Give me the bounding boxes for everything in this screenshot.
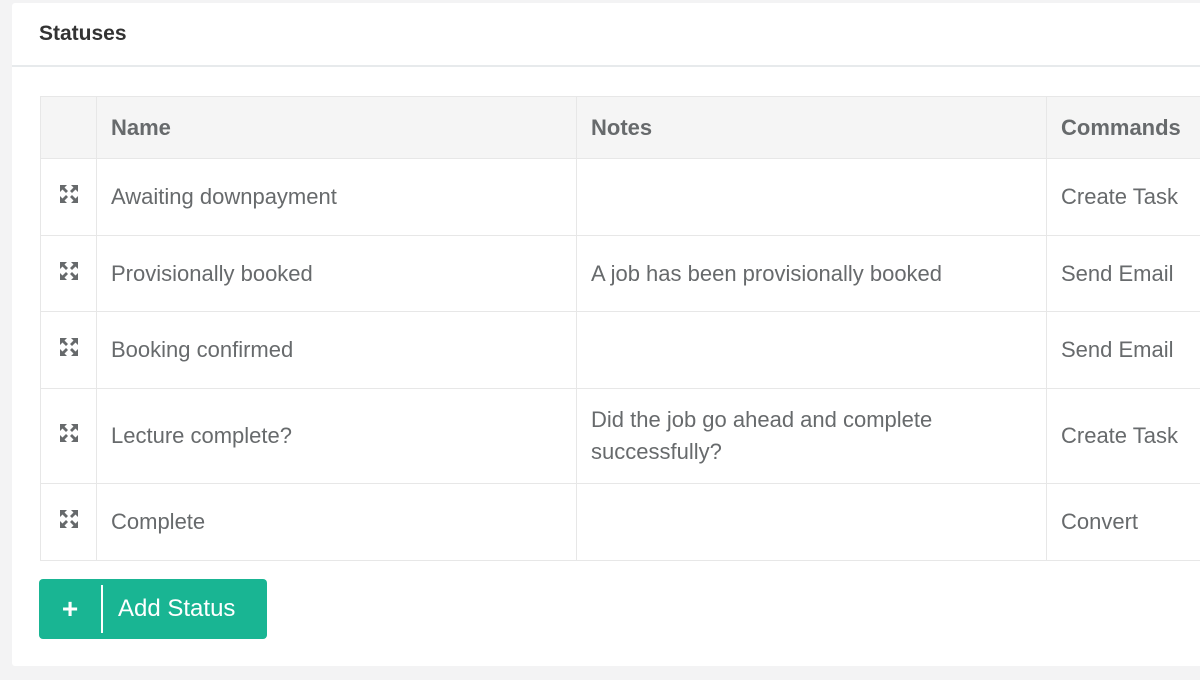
add-status-label: Add Status [118,595,236,622]
status-notes [576,311,1047,389]
panel-title: Statuses [39,22,127,45]
status-notes [576,158,1047,236]
drag-move-icon[interactable] [59,509,79,534]
table-row: Provisionally booked A job has been prov… [40,235,1200,312]
status-name: Lecture complete? [96,388,577,484]
drag-move-icon[interactable] [59,337,79,362]
column-header-commands: Commands [1046,96,1200,159]
panel-header: Statuses [12,3,1200,67]
status-notes: A job has been provisionally booked [576,235,1047,312]
drag-handle[interactable] [40,483,97,561]
table-row: Awaiting downpayment Create Task [40,158,1200,236]
drag-move-icon[interactable] [59,184,79,209]
plus-icon: + [61,593,79,624]
statuses-panel: Statuses Name Notes Commands Awaiting do… [12,3,1200,666]
table-row: Complete Convert [40,483,1200,561]
status-name: Awaiting downpayment [96,158,577,236]
status-notes: Did the job go ahead and complete succes… [576,388,1047,484]
drag-handle[interactable] [40,388,97,484]
table-row: Lecture complete? Did the job go ahead a… [40,388,1200,484]
status-name: Booking confirmed [96,311,577,389]
status-command: Send Email [1046,235,1200,312]
status-command: Send Email [1046,311,1200,389]
column-header-notes: Notes [576,96,1047,159]
statuses-table: Name Notes Commands Awaiting downpayment… [40,96,1200,561]
status-notes [576,483,1047,561]
drag-handle[interactable] [40,311,97,389]
drag-handle[interactable] [40,158,97,236]
drag-move-icon[interactable] [59,261,79,286]
drag-move-icon[interactable] [59,423,79,448]
status-command: Create Task [1046,158,1200,236]
status-command: Create Task [1046,388,1200,484]
status-name: Complete [96,483,577,561]
table-header-row: Name Notes Commands [40,96,1200,159]
button-divider [101,585,103,633]
status-name: Provisionally booked [96,235,577,312]
table-row: Booking confirmed Send Email [40,311,1200,389]
status-command: Convert [1046,483,1200,561]
drag-handle[interactable] [40,235,97,312]
column-header-handle [40,96,97,159]
add-status-button[interactable]: + Add Status [39,579,267,639]
column-header-name: Name [96,96,577,159]
